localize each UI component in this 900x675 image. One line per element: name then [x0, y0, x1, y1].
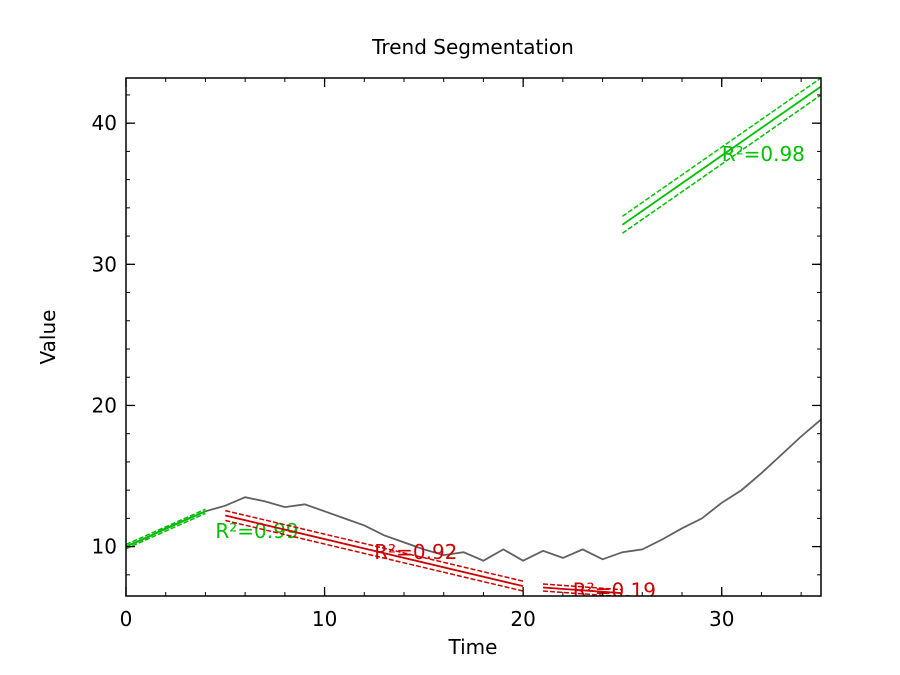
segment-band-line	[126, 508, 206, 546]
x-tick-label: 30	[709, 607, 734, 631]
segment-fit-line	[225, 514, 524, 587]
chart-title: Trend Segmentation	[371, 35, 574, 59]
segment-band-line	[126, 512, 206, 550]
plot-frame	[125, 77, 822, 597]
segment-r2-label: R²=0.92	[374, 540, 457, 564]
trend-segment	[126, 508, 206, 550]
segment-band-line	[621, 78, 821, 217]
x-tick-label: 0	[120, 607, 133, 631]
y-axis-label: Value	[36, 310, 60, 365]
segment-fit-line	[621, 85, 821, 226]
series-line	[126, 418, 821, 562]
x-tick-label: 10	[312, 607, 337, 631]
segment-band-line	[225, 509, 524, 582]
y-tick-label: 20	[92, 393, 117, 417]
segment-r2-label: R²=0.19	[573, 578, 656, 602]
y-tick-label: 30	[92, 252, 117, 276]
segment-band-line	[225, 519, 524, 592]
segment-fit-line	[126, 510, 206, 548]
y-tick-label: 40	[92, 111, 117, 135]
segment-fit-line	[542, 586, 623, 595]
y-tick-label: 10	[92, 535, 117, 559]
segment-r2-label: R²=0.98	[722, 142, 805, 166]
trend-segment	[621, 78, 821, 234]
x-axis-label: Time	[448, 635, 498, 659]
x-tick-label: 20	[510, 607, 535, 631]
trend-segment	[225, 509, 524, 592]
segment-band-line	[542, 583, 623, 591]
segment-band-line	[621, 94, 821, 234]
